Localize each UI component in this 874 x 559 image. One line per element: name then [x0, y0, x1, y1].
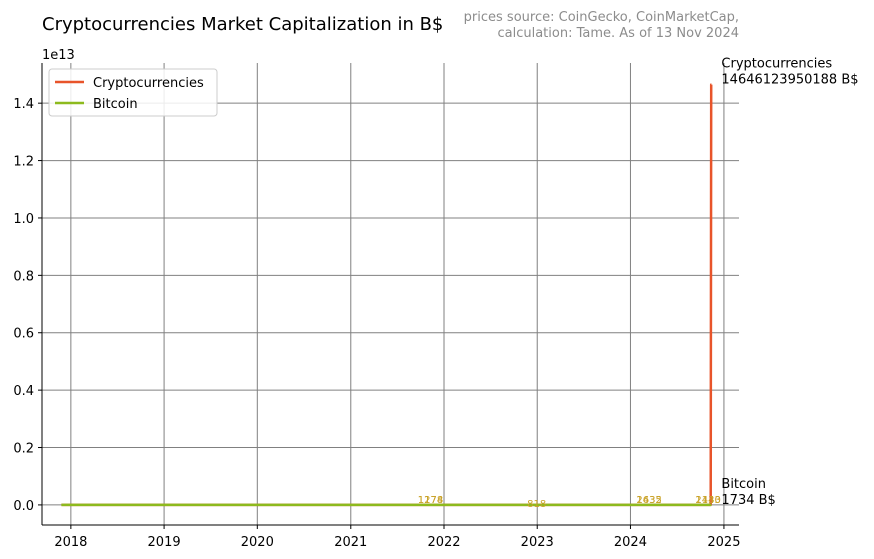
x-tick-label: 2025 — [707, 535, 740, 550]
source-note-line-1: prices source: CoinGecko, CoinMarketCap, — [464, 10, 739, 25]
point-annotation: 2430 — [695, 495, 720, 506]
end-label-value: 14646123950188 B$ — [721, 73, 858, 88]
y-ticks: 0.0 0.2 0.4 0.6 0.8 1.0 1.2 1.4 — [13, 97, 42, 514]
x-tick-label: 2024 — [614, 535, 647, 550]
y-scale-note: 1e13 — [42, 48, 75, 63]
grid — [42, 63, 739, 525]
y-tick-label: 0.0 — [13, 499, 34, 514]
x-tick-label: 2021 — [334, 535, 367, 550]
series-line-cryptocurrencies — [61, 83, 713, 507]
series-lines — [61, 83, 713, 507]
axes — [41, 63, 739, 526]
source-note-line-2: calculation: Tame. As of 13 Nov 2024 — [497, 26, 739, 41]
legend: Cryptocurrencies Bitcoin — [48, 68, 218, 117]
point-annotation: 1435 — [636, 495, 661, 506]
x-tick-label: 2018 — [54, 535, 87, 550]
point-annotation: 1274 — [418, 495, 443, 506]
chart-title: Cryptocurrencies Market Capitalization i… — [42, 14, 443, 35]
y-tick-label: 1.0 — [13, 212, 34, 227]
point-annotation: 1178 — [418, 495, 443, 506]
x-tick-label: 2023 — [521, 535, 554, 550]
end-label-series: Cryptocurrencies — [721, 57, 832, 72]
x-tick-label: 2022 — [427, 535, 460, 550]
x-tick-label: 2019 — [148, 535, 181, 550]
legend-box — [48, 68, 218, 117]
x-ticks: 2018 2019 2020 2021 2022 2023 2024 2025 — [54, 525, 740, 550]
y-tick-label: 1.2 — [13, 155, 34, 170]
end-label-series: Bitcoin — [721, 477, 766, 492]
point-annotation: 2632 — [636, 495, 661, 506]
y-tick-label: 0.2 — [13, 442, 34, 457]
legend-label-bitcoin: Bitcoin — [93, 97, 138, 112]
point-annotation: 818 — [527, 499, 546, 510]
y-tick-label: 0.8 — [13, 269, 34, 284]
y-tick-label: 0.6 — [13, 327, 34, 342]
x-tick-label: 2020 — [241, 535, 274, 550]
y-tick-label: 0.4 — [13, 384, 34, 399]
end-label-value: 1734 B$ — [721, 493, 775, 508]
point-annotation: 1143 — [695, 495, 720, 506]
y-tick-label: 1.4 — [13, 97, 34, 112]
legend-label-cryptocurrencies: Cryptocurrencies — [93, 76, 204, 91]
